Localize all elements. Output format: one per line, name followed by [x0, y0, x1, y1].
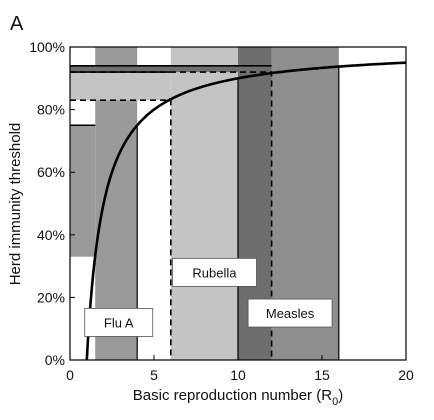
y-tick-label: 60% — [37, 164, 65, 180]
x-tick-label: 15 — [314, 367, 330, 383]
x-tick-label: 10 — [230, 367, 246, 383]
x-tick-label: 20 — [398, 367, 414, 383]
y-axis-ticks: 0% 20% 40% 60% 80% 100% — [29, 39, 75, 368]
label-rubella: Rubella — [192, 265, 237, 280]
herd-threshold-curve — [85, 61, 406, 361]
range-band-rubella — [70, 72, 171, 101]
y-tick-label: 0% — [45, 352, 65, 368]
y-tick-label: 20% — [37, 289, 65, 305]
y-axis-label: Herd immunity threshold — [7, 123, 24, 286]
y-tick-label: 40% — [37, 227, 65, 243]
label-box-rubella — [172, 257, 257, 287]
label-box-measles — [247, 298, 333, 328]
x-axis-ticks: 0 5 10 15 20 — [66, 355, 414, 383]
range-band-flu-a — [70, 125, 96, 257]
y-tick-label: 100% — [29, 39, 65, 55]
disease-labels: Flu A Rubella Measles — [84, 257, 333, 337]
panel-label: A — [10, 13, 24, 35]
x-tick-label: 5 — [150, 367, 158, 383]
top-overlap-band — [70, 65, 272, 73]
x-axis-label: Basic reproduction number (R0) — [133, 387, 343, 408]
y-tick-label: 80% — [37, 102, 65, 118]
label-box-flu-a — [84, 308, 154, 337]
label-flu-a: Flu A — [104, 315, 134, 330]
label-measles: Measles — [266, 306, 315, 321]
x-tick-label: 0 — [66, 367, 74, 383]
